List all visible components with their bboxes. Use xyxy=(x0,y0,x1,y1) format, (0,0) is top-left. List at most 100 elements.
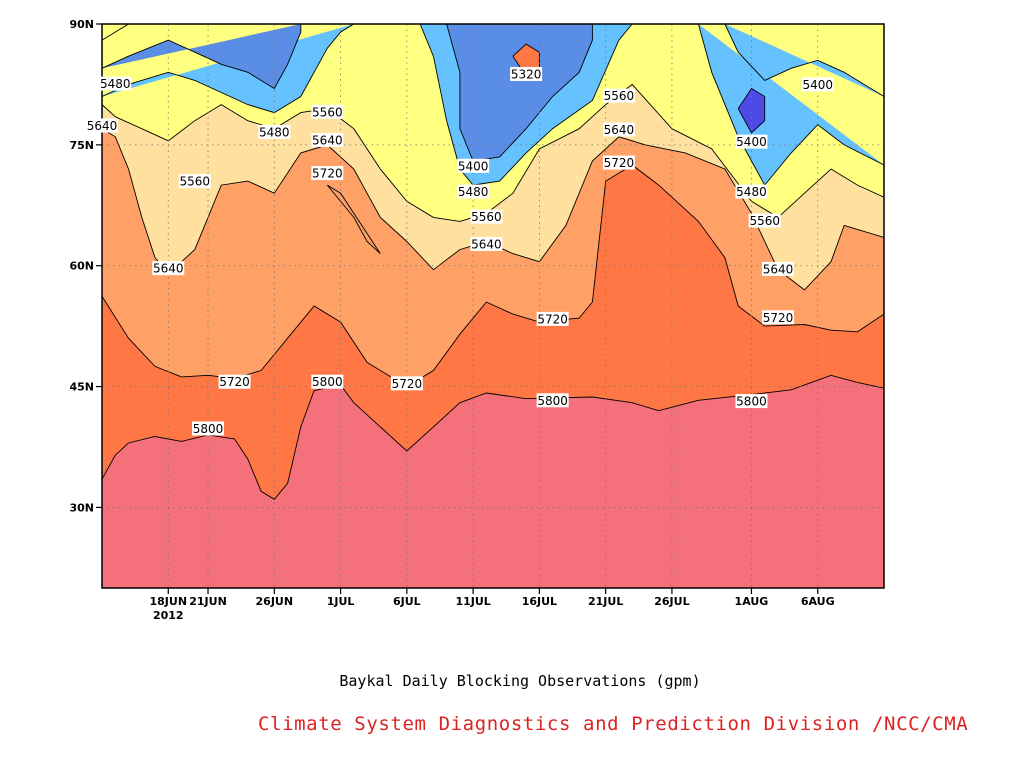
contour-label-5320: 5320 xyxy=(510,66,543,81)
contour-label-bg xyxy=(311,104,344,119)
x-tick-label: 1AUG xyxy=(735,595,769,608)
contour-label-bg xyxy=(536,393,569,408)
y-tick-label: 30N xyxy=(69,501,94,514)
contour-label-text: 5640 xyxy=(604,123,635,137)
contour-label-bg xyxy=(178,174,211,189)
x-tick-sublabel: 2012 xyxy=(153,609,184,622)
contour-label-5720: 5720 xyxy=(218,374,251,389)
contour-label-5800: 5800 xyxy=(735,394,768,409)
contour-label-5400: 5400 xyxy=(457,158,490,173)
contour-label-bg xyxy=(602,122,635,137)
contour-label-5560: 5560 xyxy=(470,209,503,224)
contour-labels: 5480 5640 5560 5640 5480 5560 5640 5720 5320 5400… xyxy=(86,66,834,436)
contour-label-5800: 5800 xyxy=(311,374,344,389)
contour-label-text: 5560 xyxy=(604,89,635,103)
contour-label-bg xyxy=(192,421,225,436)
contour-label-5480: 5480 xyxy=(258,124,291,139)
x-tick-label: 21JUL xyxy=(588,595,623,608)
contour-label-5640: 5640 xyxy=(470,236,503,251)
contour-label-text: 5800 xyxy=(736,395,767,409)
contour-line-5800 xyxy=(102,374,884,500)
contour-label-bg xyxy=(457,184,490,199)
contour-label-bg xyxy=(735,394,768,409)
contour-label-text: 5720 xyxy=(312,167,343,181)
contour-fill-5400 xyxy=(724,24,884,97)
contour-label-bg xyxy=(99,76,132,91)
contour-fill-5400 xyxy=(738,88,765,133)
x-tick-label: 16JUL xyxy=(522,595,557,608)
x-tick-label: 6JUL xyxy=(393,595,421,608)
contour-line-5720 xyxy=(326,184,381,254)
contour-label-bg xyxy=(801,77,834,92)
contour-label-text: 5400 xyxy=(736,135,767,149)
contour-label-bg xyxy=(748,213,781,228)
contour-label-text: 5640 xyxy=(87,119,118,133)
contour-label-text: 5720 xyxy=(604,156,635,170)
contour-label-text: 5800 xyxy=(193,422,224,436)
contour-label-text: 5400 xyxy=(458,159,489,173)
contour-label-5800: 5800 xyxy=(536,393,569,408)
contour-line-5320 xyxy=(102,24,129,41)
contour-line-5480 xyxy=(102,24,355,114)
y-tick-label: 75N xyxy=(69,139,94,152)
contour-label-bg xyxy=(311,133,344,148)
contour-label-5560: 5560 xyxy=(311,104,344,119)
contour-label-5800: 5800 xyxy=(192,421,225,436)
y-tick-label: 60N xyxy=(69,260,94,273)
y-tick-label: 90N xyxy=(69,18,94,31)
credit-line: Climate System Diagnostics and Predictio… xyxy=(258,713,969,735)
contour-label-5720: 5720 xyxy=(761,310,794,325)
contour-label-bg xyxy=(536,311,569,326)
x-tick-label: 18JUN xyxy=(149,595,187,608)
contour-line-5560 xyxy=(102,83,884,222)
contour-label-text: 5800 xyxy=(537,394,568,408)
contour-label-bg xyxy=(761,310,794,325)
contour-label-bg xyxy=(470,209,503,224)
contour-line-5480 xyxy=(419,24,633,186)
contour-label-text: 5480 xyxy=(100,77,131,91)
contour-label-bg xyxy=(470,236,503,251)
contour-label-5400: 5400 xyxy=(735,134,768,149)
contour-label-text: 5800 xyxy=(312,375,343,389)
contour-label-5720: 5720 xyxy=(311,166,344,181)
contour-label-bg xyxy=(218,374,251,389)
x-tick-label: 11JUL xyxy=(455,595,490,608)
contour-line-5400 xyxy=(737,87,766,134)
contour-label-5640: 5640 xyxy=(152,261,185,276)
contour-line-5400 xyxy=(102,24,302,90)
contour-label-bg xyxy=(390,376,423,391)
contour-label-5720: 5720 xyxy=(390,376,423,391)
contour-fills xyxy=(102,24,884,588)
contour-label-text: 5720 xyxy=(537,312,568,326)
contour-label-5640: 5640 xyxy=(602,122,635,137)
contour-label-bg xyxy=(735,134,768,149)
contour-label-text: 5640 xyxy=(153,262,184,276)
contour-label-bg xyxy=(761,261,794,276)
x-tick-label: 26JUN xyxy=(256,595,294,608)
contour-label-bg xyxy=(735,184,768,199)
contour-label-bg xyxy=(457,158,490,173)
contour-label-text: 5560 xyxy=(749,214,780,228)
contour-label-5560: 5560 xyxy=(748,213,781,228)
contour-label-bg xyxy=(152,261,185,276)
contour-label-text: 5640 xyxy=(763,262,794,276)
contour-label-5480: 5480 xyxy=(735,184,768,199)
contour-label-5480: 5480 xyxy=(99,76,132,91)
contour-label-text: 5560 xyxy=(312,105,343,119)
contour-fill-5400 xyxy=(446,24,593,161)
contour-label-5720: 5720 xyxy=(602,155,635,170)
contour-label-bg xyxy=(258,124,291,139)
contour-label-text: 5320 xyxy=(511,67,542,81)
contour-label-text: 5480 xyxy=(736,185,767,199)
contour-label-5480: 5480 xyxy=(457,184,490,199)
contour-label-text: 5720 xyxy=(392,377,423,391)
contour-label-text: 5400 xyxy=(802,78,833,92)
contour-label-text: 5560 xyxy=(180,175,211,189)
chart-caption: Baykal Daily Blocking Observations (gpm) xyxy=(339,672,701,690)
contour-label-text: 5720 xyxy=(763,311,794,325)
contour-label-text: 5720 xyxy=(219,375,250,389)
contour-label-text: 5480 xyxy=(259,125,290,139)
contour-line-5400 xyxy=(446,24,593,162)
contour-label-5640: 5640 xyxy=(761,261,794,276)
